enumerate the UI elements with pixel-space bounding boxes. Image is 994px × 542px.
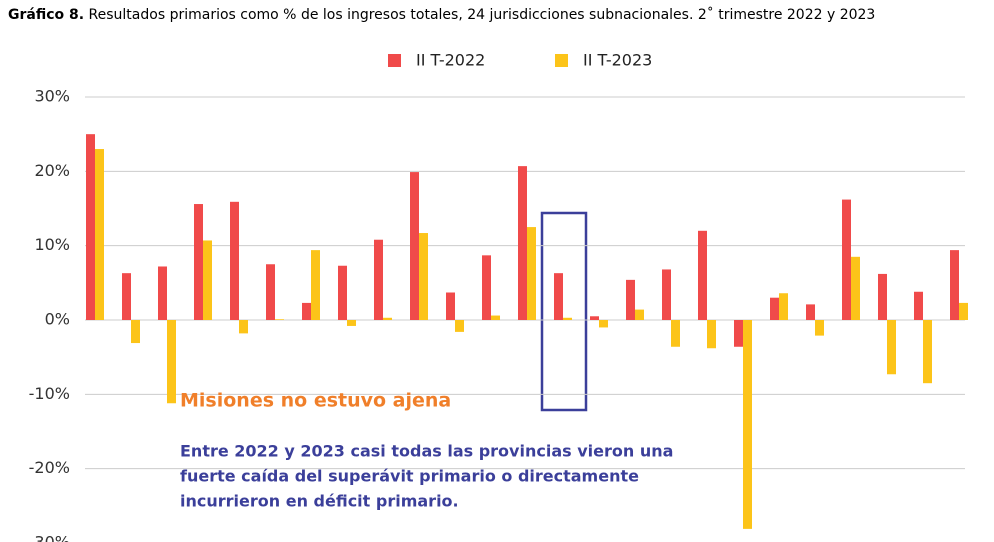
annotation-line: incurrieron en déficit primario. <box>180 492 459 511</box>
chart-title: Gráfico 8. Resultados primarios como % d… <box>8 6 875 23</box>
bar <box>806 304 815 320</box>
bar <box>887 320 896 375</box>
bar <box>158 266 167 320</box>
bar <box>455 320 464 332</box>
y-tick-label: 30% <box>34 87 70 106</box>
bar <box>842 199 851 320</box>
bar <box>167 320 176 404</box>
bar <box>302 302 311 320</box>
bar <box>338 265 347 320</box>
bar <box>410 172 419 320</box>
annotation-line: Entre 2022 y 2023 casi todas las provinc… <box>180 442 673 461</box>
bar <box>815 320 824 336</box>
bar <box>959 302 968 320</box>
legend-label: II T-2022 <box>416 51 485 70</box>
bar <box>311 250 320 320</box>
bar <box>626 279 635 320</box>
bar <box>374 239 383 320</box>
bar <box>599 320 608 328</box>
bar <box>482 255 491 320</box>
bar <box>527 227 536 320</box>
bar <box>779 293 788 320</box>
bar <box>131 320 140 344</box>
title-text: Resultados primarios como % de los ingre… <box>89 6 876 23</box>
bar <box>266 264 275 320</box>
y-tick-label: 20% <box>34 161 70 180</box>
y-tick-label: -10% <box>29 384 70 403</box>
y-tick-label: 10% <box>34 235 70 254</box>
annotation-line: fuerte caída del superávit primario o di… <box>180 467 639 486</box>
legend-swatch <box>555 54 568 67</box>
bar <box>275 319 284 320</box>
bar <box>554 273 563 320</box>
y-tick-label: 0% <box>45 310 70 329</box>
annotation: Misiones no estuvo ajena <box>180 390 451 412</box>
bar <box>878 273 887 320</box>
legend-label: II T-2023 <box>583 51 652 70</box>
bar <box>563 317 572 320</box>
bar <box>914 291 923 320</box>
bar <box>518 166 527 320</box>
bar <box>770 297 779 320</box>
bar <box>851 256 860 320</box>
bar <box>203 240 212 320</box>
y-tick-label: -20% <box>29 458 70 477</box>
bar <box>662 269 671 320</box>
bar <box>698 230 707 320</box>
bar <box>239 320 248 334</box>
legend-swatch <box>388 54 401 67</box>
title-prefix: Gráfico 8. <box>8 7 84 23</box>
bar <box>95 149 104 320</box>
bar <box>446 292 455 320</box>
bar <box>86 134 95 320</box>
bar <box>923 320 932 384</box>
bar <box>122 273 131 320</box>
bar <box>383 317 392 320</box>
y-tick-label: -30% <box>29 533 70 542</box>
highlight-box <box>540 211 588 412</box>
bar <box>950 250 959 320</box>
bar <box>707 320 716 349</box>
bar <box>743 320 752 529</box>
bar <box>230 201 239 320</box>
bar <box>671 320 680 347</box>
bar <box>734 320 743 347</box>
bar <box>635 309 644 320</box>
bar <box>194 204 203 320</box>
bar <box>590 316 599 320</box>
bar <box>491 315 500 320</box>
bar <box>419 233 428 320</box>
bar <box>347 320 356 326</box>
